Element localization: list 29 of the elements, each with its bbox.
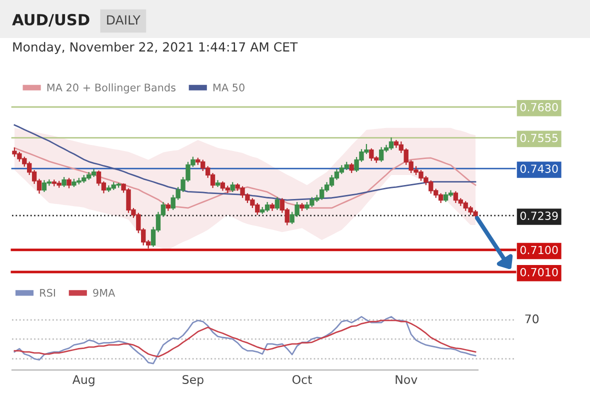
candlestick — [166, 202, 170, 212]
candlestick — [300, 202, 304, 212]
legend-label: MA 20 + Bollinger Bands — [47, 83, 176, 94]
x-tick-label: Nov — [396, 375, 418, 384]
candlestick — [274, 196, 280, 210]
x-tick-label: Aug — [72, 375, 94, 386]
chart-subtitle: Monday, November 22, 2021 1:44:17 AM CET — [13, 42, 298, 54]
candlestick — [230, 182, 235, 193]
y-tick-label: 0.7010 — [520, 268, 558, 276]
text: 70 — [525, 314, 539, 324]
candlestick — [215, 180, 220, 188]
x-tick-label: Oct — [292, 375, 312, 384]
candlestick — [270, 202, 275, 212]
chart-title: AUD/USD — [12, 14, 90, 27]
y-tick-label: 0.7100 — [520, 246, 558, 254]
candlestick — [66, 177, 72, 189]
line-series — [14, 124, 476, 201]
legend-label: RSI — [40, 288, 55, 297]
candlestick — [62, 176, 66, 188]
legend-label: 9MA — [93, 288, 116, 297]
y-tick-label: 0.7239 — [520, 212, 558, 220]
y-tick-label: 0.7555 — [520, 134, 558, 142]
text: DAILY — [107, 15, 140, 24]
candlestick — [349, 162, 354, 174]
x-tick-label: Sep — [182, 375, 204, 386]
legend-label: MA 50 — [213, 84, 244, 92]
y-tick-label: 0.7680 — [520, 102, 558, 112]
line-series — [14, 147, 476, 209]
y-tick-label: 0.7430 — [520, 164, 558, 173]
